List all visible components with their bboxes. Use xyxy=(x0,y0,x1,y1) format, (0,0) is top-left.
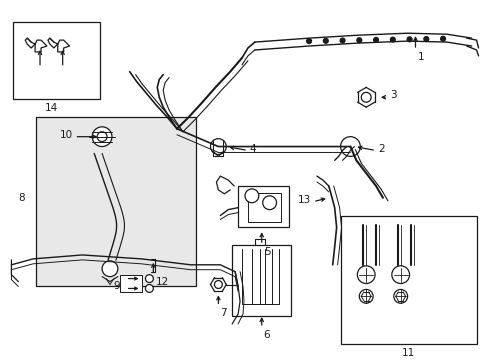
Text: 6: 6 xyxy=(263,330,270,340)
Circle shape xyxy=(373,37,378,42)
Circle shape xyxy=(407,37,411,42)
Circle shape xyxy=(340,137,360,156)
Circle shape xyxy=(210,139,226,154)
Circle shape xyxy=(92,127,112,147)
Text: 10: 10 xyxy=(59,130,72,140)
Text: 8: 8 xyxy=(18,193,24,203)
Text: 2: 2 xyxy=(377,144,384,153)
Circle shape xyxy=(97,132,107,141)
Bar xyxy=(238,186,289,228)
Text: 1: 1 xyxy=(417,52,423,62)
Circle shape xyxy=(391,266,409,284)
Text: 3: 3 xyxy=(389,90,396,100)
Text: 7: 7 xyxy=(220,308,226,318)
Circle shape xyxy=(356,38,361,43)
Bar xyxy=(120,275,141,292)
Bar xyxy=(247,193,281,222)
Circle shape xyxy=(423,37,428,41)
Text: 12: 12 xyxy=(155,276,168,287)
Text: 5: 5 xyxy=(263,247,270,257)
Circle shape xyxy=(339,38,345,43)
Circle shape xyxy=(359,289,372,303)
Circle shape xyxy=(361,93,370,102)
Bar xyxy=(13,22,100,99)
Circle shape xyxy=(244,189,258,203)
Circle shape xyxy=(145,275,153,283)
Circle shape xyxy=(393,289,407,303)
Circle shape xyxy=(145,284,153,292)
Circle shape xyxy=(323,38,327,43)
Text: 9: 9 xyxy=(113,282,120,292)
Bar xyxy=(232,245,291,316)
Bar xyxy=(36,117,195,287)
Circle shape xyxy=(357,266,374,284)
Circle shape xyxy=(214,280,222,288)
Circle shape xyxy=(389,37,394,42)
Text: 4: 4 xyxy=(249,144,256,153)
Text: 13: 13 xyxy=(297,195,310,205)
Circle shape xyxy=(440,36,445,41)
Circle shape xyxy=(262,196,276,210)
Circle shape xyxy=(306,39,311,44)
Text: 11: 11 xyxy=(401,348,414,357)
Circle shape xyxy=(102,261,118,276)
Text: 14: 14 xyxy=(45,103,59,113)
Bar xyxy=(340,216,476,344)
